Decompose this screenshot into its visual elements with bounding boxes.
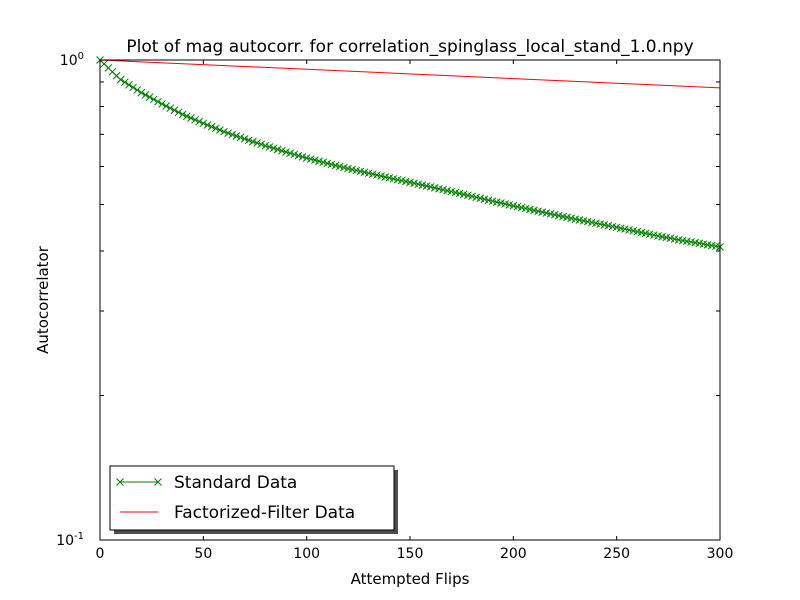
series-2 — [99, 59, 721, 89]
series-marker — [137, 88, 146, 97]
x-tick-label: 300 — [707, 546, 734, 562]
series-marker — [154, 97, 162, 106]
series-line — [99, 59, 721, 89]
plot-area — [100, 60, 720, 540]
x-tick-label: 250 — [603, 546, 630, 562]
y-axis-label: Autocorrelator — [34, 245, 52, 354]
series-1 — [96, 56, 724, 251]
x-tick-label: 200 — [500, 546, 527, 562]
series-marker — [211, 124, 220, 133]
series-marker — [203, 121, 212, 129]
series-marker — [240, 135, 249, 143]
series-marker — [236, 133, 245, 142]
series-marker — [207, 122, 216, 131]
x-tick-label: 100 — [293, 546, 320, 562]
series-marker — [182, 112, 191, 121]
series-marker — [125, 81, 133, 89]
series-marker — [133, 86, 142, 94]
x-tick-label: 50 — [194, 546, 212, 562]
series-marker — [257, 140, 266, 149]
series-marker — [269, 144, 278, 153]
legend-entries: Standard Data Factorized-Filter Data — [116, 473, 355, 523]
series-marker — [244, 136, 253, 145]
legend-label: Standard Data — [174, 473, 297, 493]
series-marker — [170, 106, 179, 115]
series-marker — [141, 91, 150, 99]
legend-marker — [154, 478, 162, 486]
series-layer — [96, 56, 724, 251]
series-marker — [216, 126, 224, 134]
x-axis-label: Attempted Flips — [351, 570, 470, 588]
series-marker — [158, 100, 166, 108]
series-marker — [149, 95, 158, 104]
series-marker — [265, 143, 274, 151]
series-marker — [120, 78, 129, 87]
legend-box — [109, 465, 395, 531]
series-marker — [116, 75, 125, 84]
series-marker — [174, 108, 183, 117]
legend-label: Factorized-Filter Data — [174, 503, 355, 523]
legend: Standard Data Factorized-Filter Data — [109, 465, 398, 534]
series-marker — [166, 104, 175, 113]
series-marker — [278, 146, 286, 155]
y-tick-label: 100 — [60, 51, 84, 69]
x-tick-label: 150 — [397, 546, 424, 562]
series-marker — [191, 115, 199, 124]
series-marker — [228, 130, 237, 139]
series-marker — [199, 119, 208, 128]
chart-title: Plot of mag autocorr. for correlation_sp… — [126, 37, 693, 57]
series-marker — [253, 139, 261, 147]
series-marker — [261, 141, 270, 150]
series-marker — [145, 93, 154, 102]
series-marker — [249, 137, 257, 146]
series-marker — [220, 127, 228, 136]
series-marker — [273, 145, 282, 154]
y-tick-label: 10-1 — [56, 531, 84, 549]
series-marker — [178, 110, 187, 119]
axes: 0 50 100 150 200 250 300 10-1 100 — [56, 51, 733, 562]
series-marker — [187, 114, 195, 122]
series-marker — [195, 117, 204, 126]
plot-frame — [99, 59, 721, 541]
series-marker — [162, 102, 170, 110]
series-marker — [224, 129, 232, 137]
series-marker — [129, 83, 137, 92]
x-tick-label: 0 — [96, 546, 105, 562]
legend-marker — [116, 478, 124, 486]
series-marker — [232, 132, 241, 140]
